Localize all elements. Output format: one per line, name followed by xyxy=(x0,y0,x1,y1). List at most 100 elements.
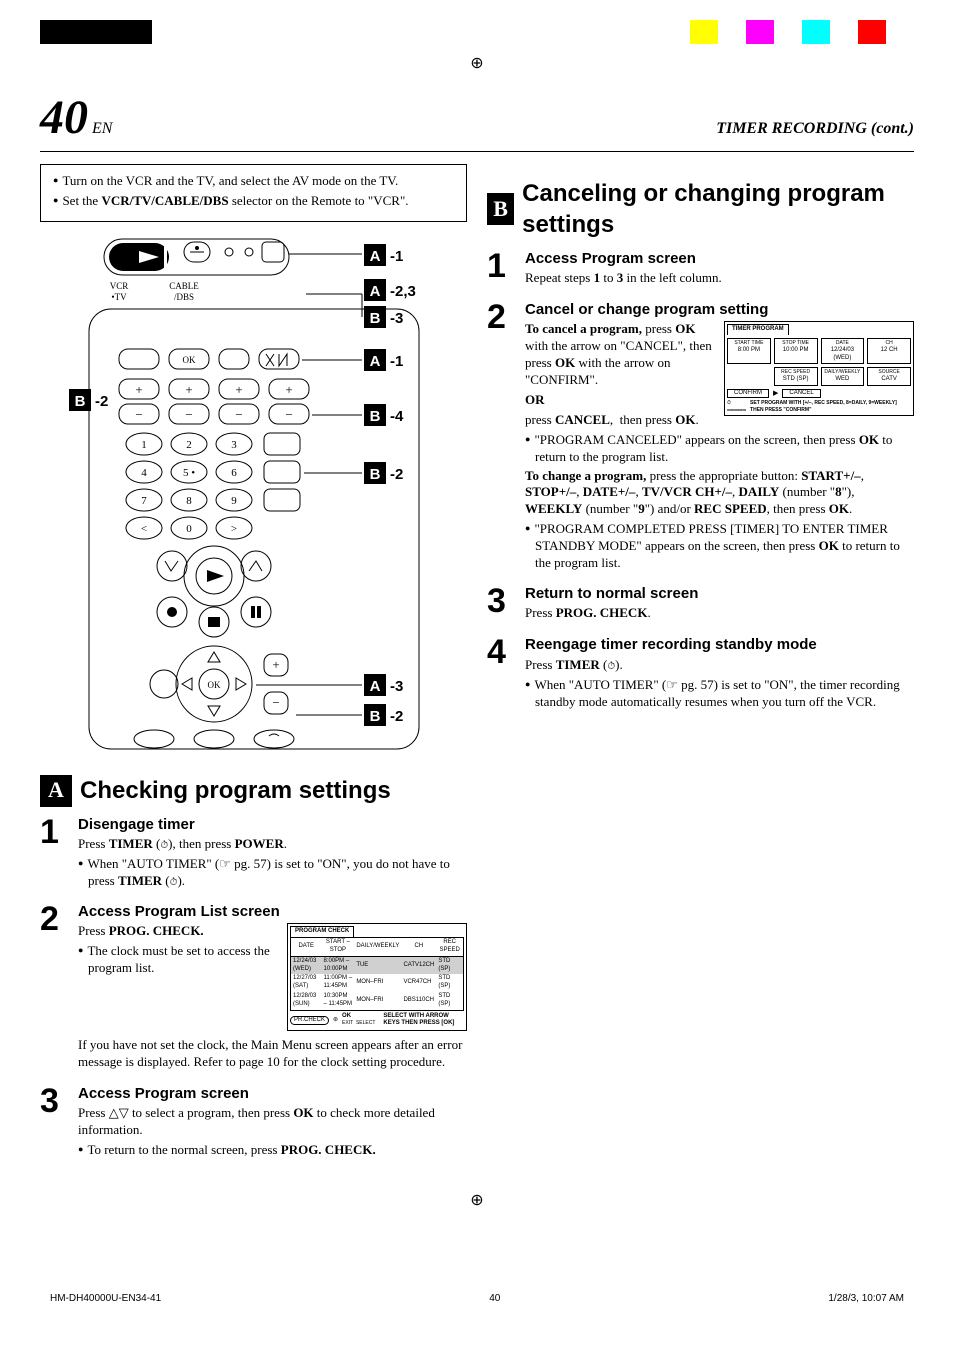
svg-text:2: 2 xyxy=(186,439,192,451)
svg-text:A: A xyxy=(369,248,380,265)
step-b4: 4 Reengage timer recording standby mode … xyxy=(487,635,914,712)
step-text: Repeat steps 1 to 3 in the left column. xyxy=(525,270,914,287)
footer-timestamp: 1/28/3, 10:07 AM xyxy=(828,1292,904,1305)
step-b2: 2 Cancel or change program setting TIMER… xyxy=(487,300,914,574)
step-bullet: When "AUTO TIMER" (☞ pg. 57) is set to "… xyxy=(78,856,467,890)
step-title: Reengage timer recording standby mode xyxy=(525,635,914,655)
page-footer: HM-DH40000U-EN34-41 40 1/28/3, 10:07 AM xyxy=(40,1292,914,1305)
svg-text:B: B xyxy=(369,408,380,425)
svg-text:+: + xyxy=(185,382,192,397)
svg-text:+: + xyxy=(235,382,242,397)
step-a1: 1 Disengage timer Press TIMER (⏱), then … xyxy=(40,815,467,892)
step-text: Press TIMER (⏱), then press POWER. xyxy=(78,836,467,853)
svg-text:−: − xyxy=(135,407,142,422)
section-a-heading: A Checking program settings xyxy=(40,775,467,807)
step-title: Return to normal screen xyxy=(525,584,914,604)
svg-text:1: 1 xyxy=(141,439,147,451)
svg-text:6: 6 xyxy=(231,467,237,479)
svg-text:-2: -2 xyxy=(390,708,403,725)
svg-text:+: + xyxy=(135,382,142,397)
step-number: 3 xyxy=(487,584,515,625)
svg-text:9: 9 xyxy=(231,495,237,507)
svg-text:OK: OK xyxy=(207,680,220,690)
step-title: Disengage timer xyxy=(78,815,467,835)
cancel-bullet: "PROGRAM CANCELED" appears on the screen… xyxy=(525,432,914,466)
svg-text:0: 0 xyxy=(186,523,192,535)
svg-text:B: B xyxy=(369,310,380,327)
step-a2: 2 Access Program List screen PROGRAM CHE… xyxy=(40,902,467,1074)
footer-page: 40 xyxy=(489,1292,500,1305)
svg-text:B: B xyxy=(369,466,380,483)
step-a3: 3 Access Program screen Press △▽ to sele… xyxy=(40,1084,467,1161)
change-lead: To change a program, press the appropria… xyxy=(525,468,914,519)
svg-text:7: 7 xyxy=(141,495,147,507)
step-number: 3 xyxy=(40,1084,68,1161)
page-number: 40 xyxy=(40,91,88,144)
svg-text:-2: -2 xyxy=(390,466,403,483)
step-text: Press △▽ to select a program, then press… xyxy=(78,1105,467,1139)
svg-text:5 •: 5 • xyxy=(182,467,194,479)
step-b3: 3 Return to normal screen Press PROG. CH… xyxy=(487,584,914,625)
svg-text:-1: -1 xyxy=(390,353,403,370)
svg-text:8: 8 xyxy=(186,495,192,507)
step-bullet: To return to the normal screen, press PR… xyxy=(78,1142,467,1159)
svg-text:/DBS: /DBS xyxy=(173,292,193,302)
step-text: Press TIMER (⏱). xyxy=(525,657,914,674)
svg-text:OK: OK xyxy=(182,355,195,365)
section-title: Checking program settings xyxy=(80,775,391,806)
svg-text:−: − xyxy=(235,407,242,422)
page-lang-suffix: EN xyxy=(92,120,112,137)
svg-text:-2: -2 xyxy=(95,393,108,410)
section-badge-a: A xyxy=(40,775,72,807)
page-header: 40 EN TIMER RECORDING (cont.) xyxy=(40,87,914,152)
footer-filename: HM-DH40000U-EN34-41 xyxy=(50,1292,161,1305)
page-title: TIMER RECORDING (cont.) xyxy=(716,119,914,140)
svg-text:A: A xyxy=(369,678,380,695)
osd-program-check: PROGRAM CHECK DATESTART – STOPDAILY/WEEK… xyxy=(287,923,467,1031)
svg-text:VCR: VCR xyxy=(109,281,128,291)
svg-text:4: 4 xyxy=(141,467,147,479)
svg-text:B: B xyxy=(369,708,380,725)
step-bullet: When "AUTO TIMER" (☞ pg. 57) is set to "… xyxy=(525,677,914,711)
note-item: Turn on the VCR and the TV, and select t… xyxy=(53,173,454,190)
step-b1: 1 Access Program screen Repeat steps 1 t… xyxy=(487,249,914,290)
svg-text:-4: -4 xyxy=(390,408,404,425)
svg-text:+: + xyxy=(285,382,292,397)
step-title: Access Program screen xyxy=(78,1084,467,1104)
osd-timer-program: TIMER PROGRAM START TIME8:00 PMSTOP TIME… xyxy=(724,321,914,416)
svg-text:−: − xyxy=(285,407,292,422)
registration-mark-top: ⊕ xyxy=(40,54,914,75)
step-number: 1 xyxy=(40,815,68,892)
svg-text:3: 3 xyxy=(231,439,237,451)
registration-mark-bottom: ⊕ xyxy=(40,1191,914,1212)
svg-text:<: < xyxy=(140,523,146,535)
change-bullet: "PROGRAM COMPLETED PRESS [TIMER] TO ENTE… xyxy=(525,521,914,572)
svg-text:A: A xyxy=(369,283,380,300)
svg-text:-3: -3 xyxy=(390,678,403,695)
step-title: Access Program List screen xyxy=(78,902,467,922)
svg-text:-3: -3 xyxy=(390,310,403,327)
svg-text:•TV: •TV xyxy=(111,292,127,302)
step-extra: If you have not set the clock, the Main … xyxy=(78,1037,467,1071)
svg-text:-1: -1 xyxy=(390,248,403,265)
svg-text:B: B xyxy=(74,393,85,410)
note-item: Set the VCR/TV/CABLE/DBS selector on the… xyxy=(53,193,454,210)
svg-text:−: − xyxy=(185,407,192,422)
step-number: 1 xyxy=(487,249,515,290)
svg-text:A: A xyxy=(369,353,380,370)
section-title: Canceling or changing program settings xyxy=(522,178,914,240)
step-title: Cancel or change program setting xyxy=(525,300,914,320)
step-text: Press PROG. CHECK. xyxy=(525,605,914,622)
step-title: Access Program screen xyxy=(525,249,914,269)
svg-text:CABLE: CABLE xyxy=(169,281,199,291)
svg-text:+: + xyxy=(272,657,279,672)
section-b-heading: B Canceling or changing program settings xyxy=(487,178,914,240)
svg-text:-2,3: -2,3 xyxy=(390,283,416,300)
setup-note-box: Turn on the VCR and the TV, and select t… xyxy=(40,164,467,222)
step-number: 2 xyxy=(487,300,515,574)
svg-text:>: > xyxy=(230,523,236,535)
step-number: 2 xyxy=(40,902,68,1074)
color-registration-bars xyxy=(40,20,914,44)
section-badge-b: B xyxy=(487,193,514,225)
svg-text:−: − xyxy=(272,695,279,710)
